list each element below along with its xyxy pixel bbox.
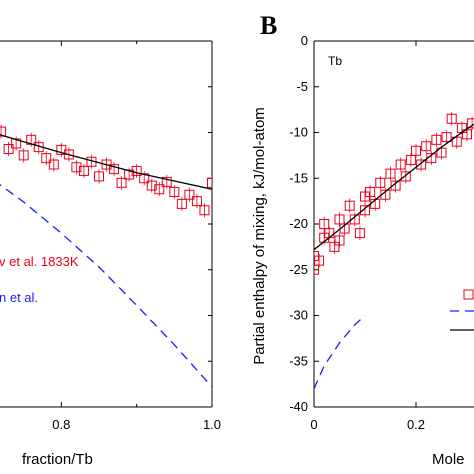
fit-curve-line [0, 134, 212, 190]
data-point [314, 264, 319, 275]
plot-marks [314, 111, 474, 389]
y-tick-label: -40 [289, 399, 308, 414]
panel-b-plot-area: 00.20.40-5-10-15-20-25-30-35-40 [289, 33, 474, 432]
panel-b-letter: B [260, 11, 277, 40]
calculated-curve-line [0, 183, 212, 388]
y-tick-label: -10 [289, 125, 308, 140]
legend-entry-calculated: n et al. [0, 290, 38, 305]
panel-a-plot-area: 0.60.81.0 [0, 40, 221, 432]
y-tick-label: -25 [289, 262, 308, 277]
legend-entry-experimental: v et al. 1833K [0, 254, 79, 269]
panel-b: B Tb 00.20.40-5-10-15-20-25-30-35-40 Par… [251, 11, 474, 468]
panel-b-element-label: Tb [328, 54, 342, 68]
y-tick-label: -15 [289, 170, 308, 185]
y-tick-label: 0 [301, 33, 308, 48]
panel-a-x-axis-label: fraction/Tb [22, 451, 93, 468]
data-point [207, 177, 212, 188]
plot-marks [0, 124, 212, 388]
fit-curve-line [314, 123, 474, 251]
calculated-curve-line [314, 315, 366, 389]
x-tick-label: 0 [310, 417, 317, 432]
y-tick-label: -20 [289, 216, 308, 231]
legend-marker-experimental [463, 289, 474, 300]
x-tick-label: 1.0 [203, 417, 221, 432]
panel-b-y-axis-label: Partial enthalpy of mixing, kJ/mol-atom [251, 107, 268, 365]
y-tick-label: -30 [289, 308, 308, 323]
y-tick-label: -5 [296, 79, 308, 94]
panel-b-x-axis-label: Mole [432, 451, 465, 468]
panel-b-legend [450, 289, 474, 331]
y-tick-label: -35 [289, 353, 308, 368]
panel-a-legend: v et al. 1833K n et al. [0, 254, 79, 305]
x-tick-label: 0.8 [52, 417, 70, 432]
panel-a: 0.60.81.0 v et al. 1833K n et al. fracti… [0, 40, 221, 468]
x-tick-label: 0.2 [407, 417, 425, 432]
